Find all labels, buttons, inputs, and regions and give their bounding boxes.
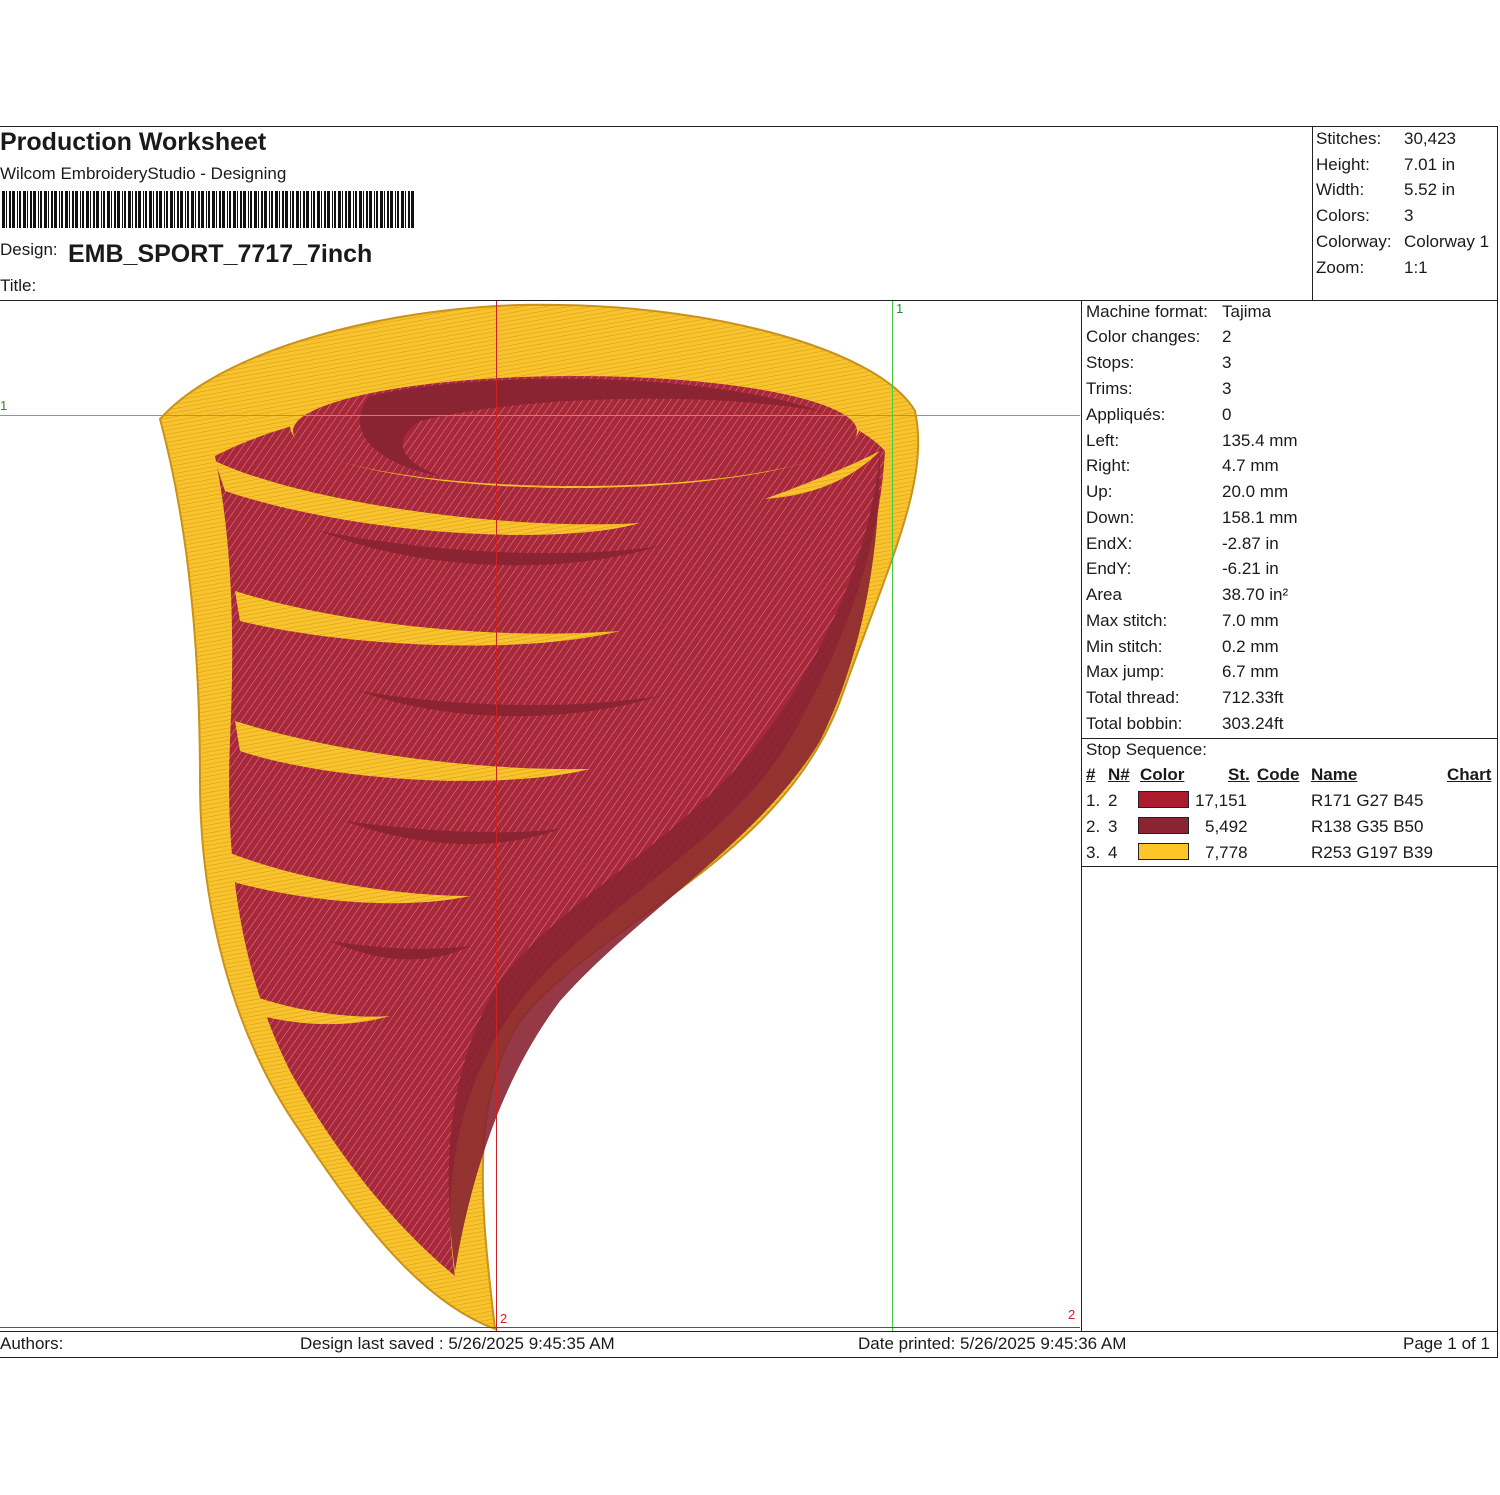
detail-value: 0	[1222, 405, 1232, 424]
detail-value: 158.1 mm	[1222, 508, 1298, 527]
stop-sequence-caption: Stop Sequence:	[1086, 740, 1207, 759]
authors-label: Authors:	[0, 1334, 64, 1353]
color-swatch	[1138, 843, 1189, 860]
date-printed: Date printed: 5/26/2025 9:45:36 AM	[858, 1334, 1127, 1353]
row-stitches: 17,151	[1195, 791, 1247, 810]
detail-value: 7.0 mm	[1222, 611, 1279, 630]
detail-value: 6.7 mm	[1222, 662, 1279, 681]
summary-label: Stitches:	[1316, 129, 1382, 148]
summary-value: 3	[1404, 206, 1414, 225]
detail-value: 20.0 mm	[1222, 482, 1289, 501]
software-subtitle: Wilcom EmbroideryStudio - Designing	[0, 164, 287, 183]
detail-value: Tajima	[1222, 302, 1272, 321]
footer-divider	[0, 1331, 1498, 1332]
summary-label: Height:	[1316, 155, 1370, 174]
detail-value: 3	[1222, 353, 1232, 372]
guide-marker: 1	[896, 301, 904, 316]
column-header-num: #	[1086, 765, 1096, 784]
detail-label: Total thread:	[1086, 688, 1180, 707]
detail-label: Color changes:	[1086, 327, 1201, 346]
detail-label: Total bobbin:	[1086, 714, 1183, 733]
guide-marker: 2	[500, 1311, 508, 1326]
design-last-saved: Design last saved : 5/26/2025 9:45:35 AM	[300, 1334, 615, 1353]
summary-value: 7.01 in	[1404, 155, 1456, 174]
summary-value: 30,423	[1404, 129, 1456, 148]
vertical-red-guide	[496, 301, 497, 1331]
summary-value: 1:1	[1404, 258, 1428, 277]
column-header-name: Name	[1311, 765, 1358, 784]
row-color-name: R138 G35 B50	[1311, 817, 1424, 836]
summary-label: Colors:	[1316, 206, 1370, 225]
detail-value: 303.24ft	[1222, 714, 1284, 733]
detail-label: Down:	[1086, 508, 1135, 527]
stop-table-bottom-divider	[1081, 866, 1498, 867]
detail-value: 38.70 in²	[1222, 585, 1289, 604]
detail-value: -2.87 in	[1222, 534, 1279, 553]
row-color-name: R253 G197 B39	[1311, 843, 1433, 862]
column-header-chart: Chart	[1447, 765, 1492, 784]
stop-sequence-divider	[1081, 738, 1498, 739]
summary-label: Zoom:	[1316, 258, 1365, 277]
detail-value: 712.33ft	[1222, 688, 1284, 707]
design-preview: 1 1 2 2	[0, 301, 1080, 1331]
design-label: Design:	[0, 240, 58, 259]
detail-value: 3	[1222, 379, 1232, 398]
row-needle: 4	[1108, 843, 1118, 862]
detail-label: Machine format:	[1086, 302, 1208, 321]
detail-value: 0.2 mm	[1222, 637, 1279, 656]
column-header-code: Code	[1257, 765, 1300, 784]
column-header-needle: N#	[1108, 765, 1130, 784]
detail-value: 2	[1222, 327, 1232, 346]
header-divider	[0, 300, 1498, 301]
summary-divider	[1312, 126, 1313, 300]
detail-label: Max stitch:	[1086, 611, 1168, 630]
page-number: Page 1 of 1	[1403, 1334, 1490, 1353]
row-color-name: R171 G27 B45	[1311, 791, 1424, 810]
title-label: Title:	[0, 276, 37, 295]
worksheet-frame	[0, 126, 1498, 1358]
detail-label: Max jump:	[1086, 662, 1165, 681]
detail-label: Min stitch:	[1086, 637, 1163, 656]
detail-label: Stops:	[1086, 353, 1135, 372]
page-title: Production Worksheet	[0, 128, 267, 156]
detail-label: Trims:	[1086, 379, 1133, 398]
row-needle: 3	[1108, 817, 1118, 836]
row-needle: 2	[1108, 791, 1118, 810]
detail-value: 4.7 mm	[1222, 456, 1279, 475]
horizontal-green-guide	[0, 415, 1080, 416]
summary-label: Colorway:	[1316, 232, 1392, 251]
row-num: 3.	[1086, 843, 1101, 862]
column-header-color: Color	[1140, 765, 1185, 784]
horizontal-red-guide	[0, 1327, 1080, 1328]
row-num: 2.	[1086, 817, 1101, 836]
detail-label: EndY:	[1086, 559, 1132, 578]
summary-value: 5.52 in	[1404, 180, 1456, 199]
vertical-green-guide	[892, 301, 893, 1331]
detail-label: Appliqués:	[1086, 405, 1166, 424]
detail-label: EndX:	[1086, 534, 1133, 553]
tornado-embroidery-image	[158, 303, 920, 1331]
detail-value: 135.4 mm	[1222, 431, 1298, 450]
row-stitches: 7,778	[1205, 843, 1248, 862]
color-swatch	[1138, 817, 1189, 834]
guide-marker: 2	[1068, 1307, 1076, 1322]
row-stitches: 5,492	[1205, 817, 1248, 836]
color-swatch	[1138, 791, 1189, 808]
details-divider	[1081, 300, 1082, 1331]
barcode-image	[2, 191, 414, 228]
detail-label: Area	[1086, 585, 1122, 604]
guide-marker: 1	[0, 398, 8, 413]
summary-value: Colorway 1	[1404, 232, 1490, 251]
column-header-stitches: St.	[1228, 765, 1250, 784]
detail-label: Right:	[1086, 456, 1131, 475]
row-num: 1.	[1086, 791, 1101, 810]
detail-value: -6.21 in	[1222, 559, 1279, 578]
summary-label: Width:	[1316, 180, 1365, 199]
design-name: EMB_SPORT_7717_7inch	[68, 240, 373, 268]
detail-label: Left:	[1086, 431, 1120, 450]
detail-label: Up:	[1086, 482, 1113, 501]
